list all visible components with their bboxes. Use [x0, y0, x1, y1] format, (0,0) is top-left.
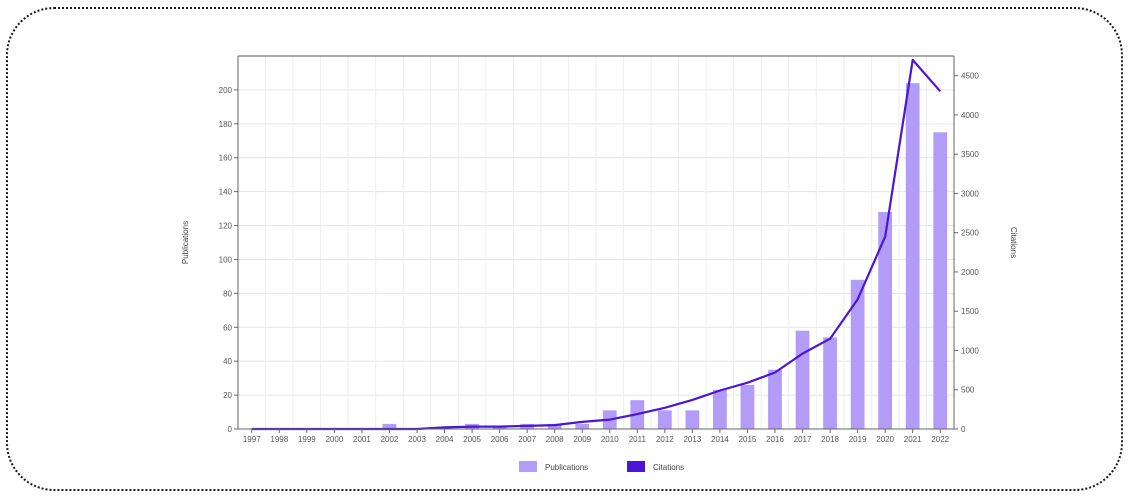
left-tick-label: 20: [223, 391, 232, 400]
publication-bar: [905, 83, 920, 430]
x-tick-label: 2016: [766, 435, 784, 444]
legend-label-publications: Publications: [545, 463, 588, 472]
left-tick-label: 40: [223, 357, 232, 366]
x-tick-label: 2021: [904, 435, 922, 444]
right-tick-label: 3000: [961, 189, 979, 198]
publication-bar: [382, 423, 397, 429]
publication-bar: [823, 337, 837, 429]
publication-bar: [740, 384, 755, 429]
x-tick-label: 2000: [325, 435, 343, 444]
right-tick-label: 4000: [961, 111, 979, 120]
left-tick-label: 60: [223, 323, 232, 332]
x-tick-label: 2006: [491, 435, 509, 444]
x-tick-label: 2002: [381, 435, 399, 444]
publication-bar: [878, 211, 893, 429]
right-tick-label: 2000: [961, 268, 979, 277]
right-tick-label: 3500: [961, 150, 979, 159]
x-tick-label: 2015: [739, 435, 757, 444]
left-tick-label: 140: [219, 188, 233, 197]
x-tick-label: 2019: [849, 435, 867, 444]
y2-axis-title: Citations: [1009, 227, 1018, 258]
publication-bar: [850, 279, 865, 429]
x-tick-label: 2013: [683, 435, 701, 444]
right-tick-label: 2500: [961, 229, 979, 238]
y-axis-title: Publications: [181, 221, 190, 264]
x-tick-label: 2004: [436, 435, 454, 444]
publication-bar: [575, 423, 590, 429]
left-tick-label: 120: [219, 222, 233, 231]
x-tick-label: 1997: [243, 435, 261, 444]
x-tick-label: 2018: [821, 435, 839, 444]
x-tick-label: 2009: [573, 435, 591, 444]
publication-bar: [547, 423, 562, 429]
x-tick-label: 2014: [711, 435, 729, 444]
chart-frame: [6, 7, 1123, 491]
x-tick-label: 2003: [408, 435, 426, 444]
x-tick-label: 2017: [794, 435, 812, 444]
right-tick-label: 500: [961, 386, 975, 395]
legend-label-citations: Citations: [653, 463, 684, 472]
grid-lines: [237, 56, 955, 430]
x-tick-label: 2010: [601, 435, 619, 444]
legend-swatch-citations: [627, 461, 645, 472]
axes: 0204060801001201401601802000500100015002…: [181, 55, 1018, 444]
publication-bar: [768, 369, 782, 429]
publication-bars: [382, 83, 948, 430]
publication-bar: [713, 390, 727, 429]
x-tick-label: 2001: [353, 435, 371, 444]
legend-swatch-publications: [519, 461, 537, 472]
x-tick-label: 2008: [546, 435, 564, 444]
x-tick-label: 1999: [298, 435, 316, 444]
right-tick-label: 1500: [961, 307, 979, 316]
left-tick-label: 160: [219, 154, 233, 163]
x-tick-label: 2022: [931, 435, 949, 444]
left-tick-label: 80: [223, 289, 232, 298]
publication-bar: [933, 132, 948, 429]
left-tick-label: 0: [228, 425, 233, 434]
x-tick-label: 2007: [518, 435, 536, 444]
x-tick-label: 2012: [656, 435, 674, 444]
publication-bar: [685, 410, 700, 429]
publication-bar: [492, 427, 507, 429]
x-tick-label: 2011: [629, 435, 647, 444]
publication-bar: [795, 330, 810, 429]
x-tick-label: 1998: [270, 435, 288, 444]
right-tick-label: 1000: [961, 346, 979, 355]
left-tick-label: 200: [219, 86, 233, 95]
legend: Publications Citations: [519, 461, 684, 472]
right-tick-label: 0: [961, 425, 966, 434]
x-tick-label: 2005: [463, 435, 481, 444]
publication-bar: [657, 410, 672, 429]
left-tick-label: 180: [219, 120, 233, 129]
left-tick-label: 100: [219, 255, 233, 264]
right-tick-label: 4500: [961, 72, 979, 81]
x-tick-label: 2020: [876, 435, 894, 444]
